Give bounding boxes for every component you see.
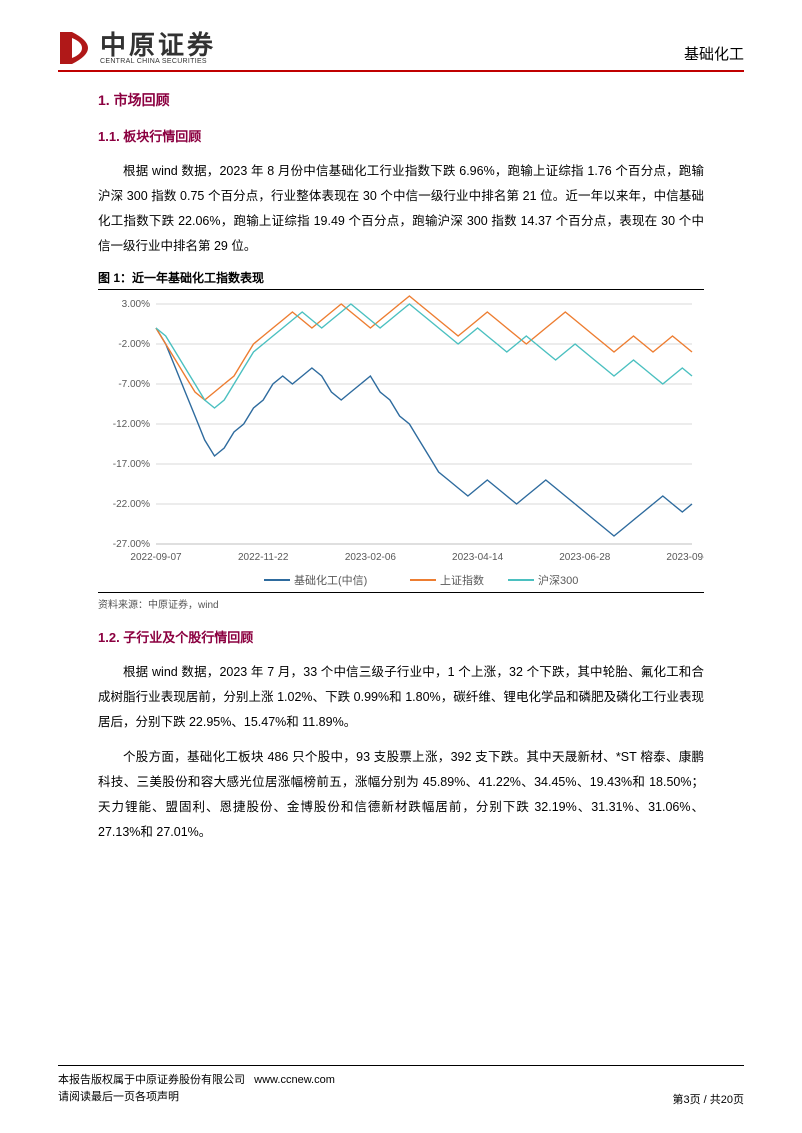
logo-icon bbox=[58, 30, 94, 66]
figure-1-title: 图 1：近一年基础化工指数表现 bbox=[98, 269, 704, 290]
svg-text:2023-06-28: 2023-06-28 bbox=[559, 552, 611, 563]
logo-text-en: CENTRAL CHINA SECURITIES bbox=[100, 58, 216, 65]
logo-text-cn: 中原证券 bbox=[100, 32, 216, 58]
svg-text:-17.00%: -17.00% bbox=[113, 459, 150, 470]
svg-text:2022-11-22: 2022-11-22 bbox=[238, 552, 289, 563]
svg-text:2023-04-14: 2023-04-14 bbox=[452, 552, 504, 563]
header-category: 基础化工 bbox=[684, 43, 744, 66]
svg-text:-12.00%: -12.00% bbox=[113, 419, 150, 430]
svg-text:上证指数: 上证指数 bbox=[440, 573, 484, 587]
page-footer: 本报告版权属于中原证券股份有限公司 www.ccnew.com 请阅读最后一页各… bbox=[58, 1065, 744, 1107]
section-1-2-title: 1.2. 子行业及个股行情回顾 bbox=[98, 627, 704, 646]
logo-block: 中原证券 CENTRAL CHINA SECURITIES bbox=[58, 30, 216, 66]
figure-1-chart: 3.00% -2.00% -7.00% -12.00% -17.00% -22.00% -2… bbox=[98, 292, 704, 592]
svg-text:3.00%: 3.00% bbox=[122, 299, 150, 310]
svg-text:2023-02-06: 2023-02-06 bbox=[345, 552, 397, 563]
footer-copyright: 本报告版权属于中原证券股份有限公司 bbox=[58, 1074, 245, 1086]
section-1-1-para: 根据 wind 数据，2023 年 8 月份中信基础化工行业指数下跌 6.96%… bbox=[98, 159, 704, 259]
footer-page: 第3页 / 共20页 bbox=[672, 1091, 744, 1107]
svg-text:-22.00%: -22.00% bbox=[113, 499, 150, 510]
figure-1-source: 资料来源：中原证券，wind bbox=[98, 592, 704, 611]
svg-text:沪深300: 沪深300 bbox=[538, 573, 578, 587]
section-1-2-para-1: 根据 wind 数据，2023 年 7 月，33 个中信三级子行业中，1 个上涨… bbox=[98, 660, 704, 735]
svg-text:2023-09-04: 2023-09-04 bbox=[666, 552, 704, 563]
svg-text:-27.00%: -27.00% bbox=[113, 539, 150, 550]
svg-text:2022-09-07: 2022-09-07 bbox=[130, 552, 182, 563]
section-1-title: 1. 市场回顾 bbox=[98, 90, 704, 110]
footer-disclaimer: 请阅读最后一页各项声明 bbox=[58, 1091, 179, 1103]
section-1-2-para-2: 个股方面，基础化工板块 486 只个股中，93 支股票上涨，392 支下跌。其中… bbox=[98, 745, 704, 845]
svg-text:基础化工(中信): 基础化工(中信) bbox=[294, 573, 367, 587]
section-1-1-title: 1.1. 板块行情回顾 bbox=[98, 126, 704, 145]
footer-url: www.ccnew.com bbox=[254, 1074, 335, 1086]
svg-text:-7.00%: -7.00% bbox=[118, 379, 150, 390]
svg-text:-2.00%: -2.00% bbox=[118, 339, 150, 350]
page-header: 中原证券 CENTRAL CHINA SECURITIES 基础化工 bbox=[58, 30, 744, 72]
